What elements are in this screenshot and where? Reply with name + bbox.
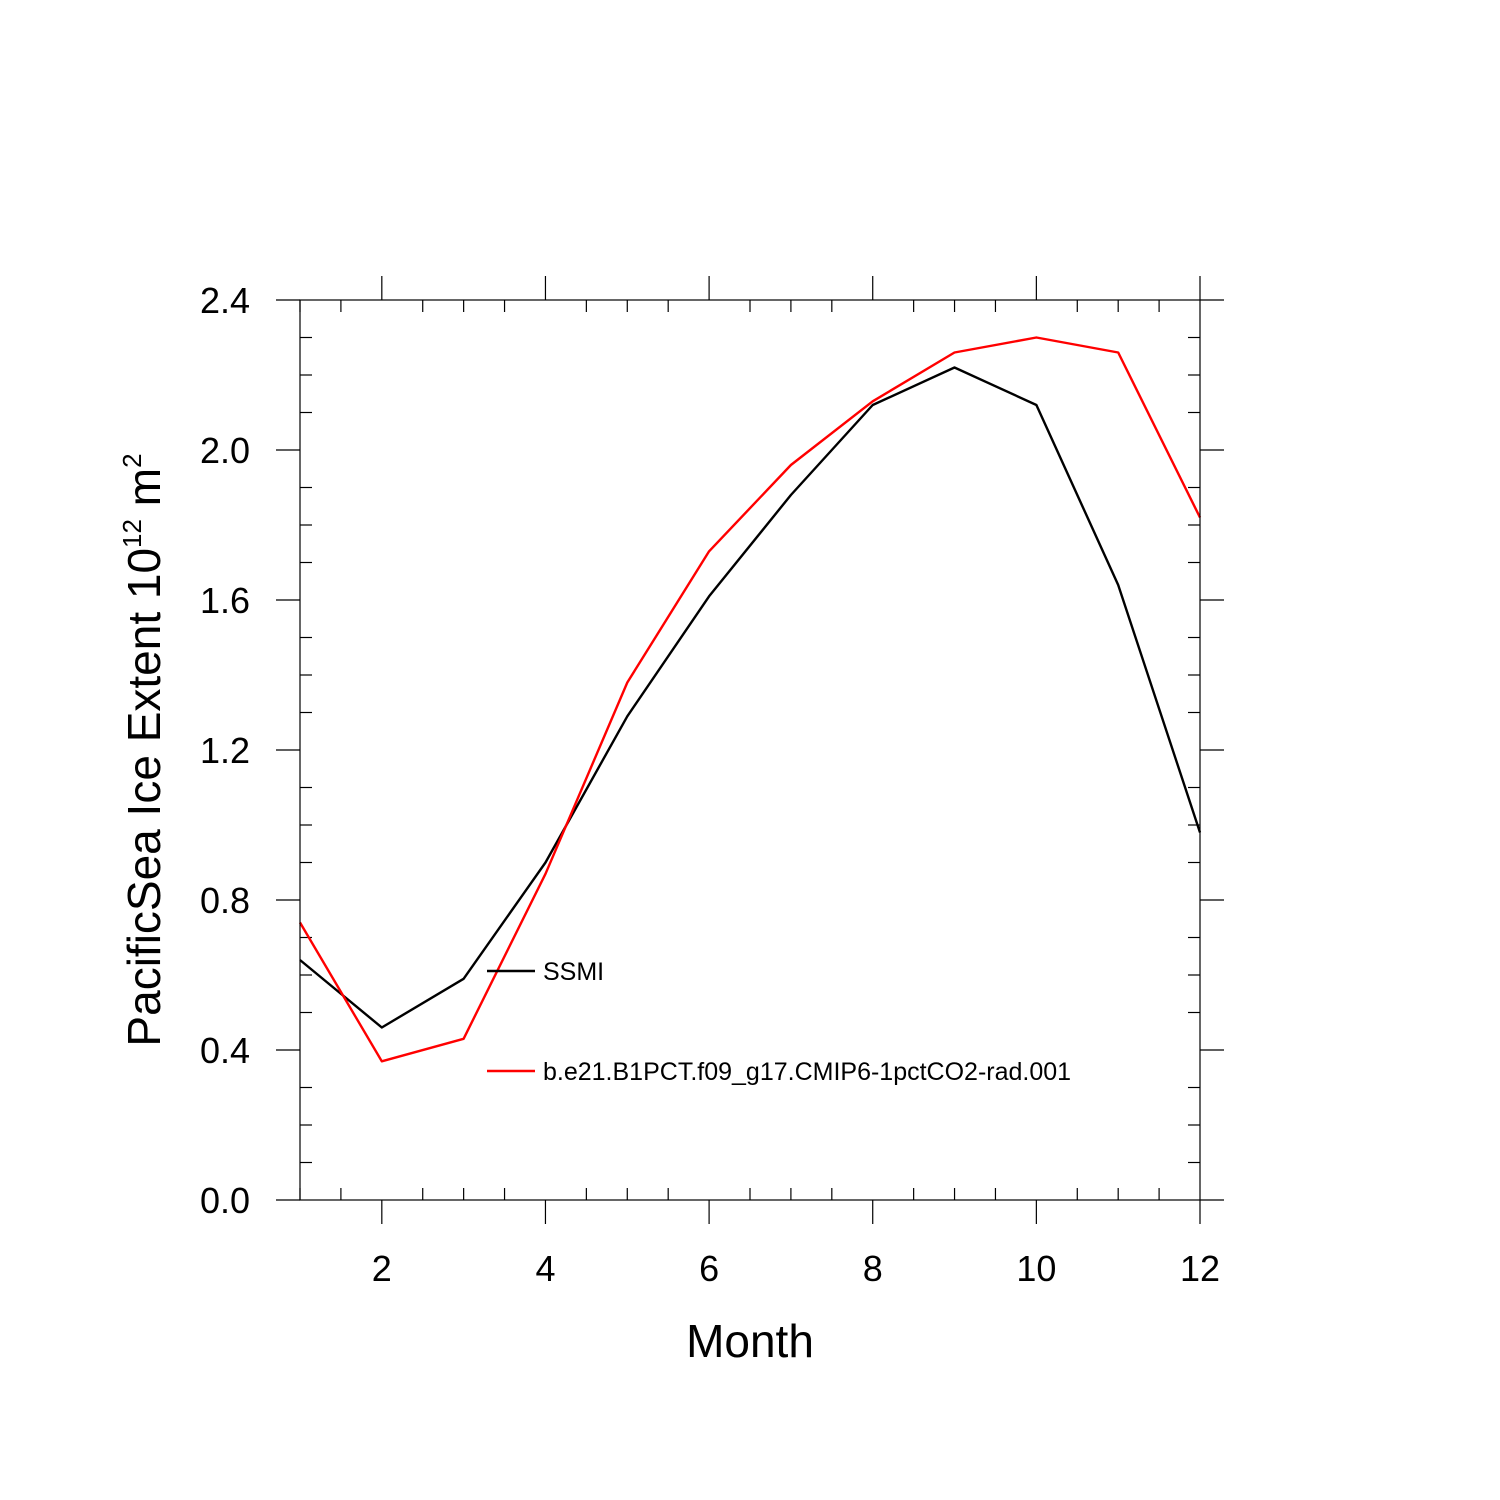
series-layer: [298, 336, 1202, 1063]
series-line-1: [299, 366, 1202, 1029]
tick-labels: 0.0 0.4 0.8 1.2 1.6 2.0 2.4 2 4 6 8 10 12: [200, 280, 1220, 1289]
x-tick-label: 2: [372, 1248, 392, 1289]
legend-label-1: SSMI: [543, 958, 604, 986]
legend: SSMI b.e21.B1PCT.f09_g17.CMIP6-1pctCO2-ra…: [487, 958, 1071, 1086]
y-tick-label: 1.6: [200, 580, 250, 621]
plot-frame: [299, 299, 1201, 1201]
x-tick-label: 8: [863, 1248, 883, 1289]
series-line-2: [298, 336, 1202, 1063]
x-tick-label: 12: [1180, 1248, 1220, 1289]
y-tick-label: 0.4: [200, 1030, 250, 1071]
x-tick-label: 4: [535, 1248, 555, 1289]
y-axis-title-exp1: 12: [117, 519, 147, 548]
y-axis-title-exp2: 2: [117, 453, 147, 467]
y-tick-label: 0.8: [200, 880, 250, 921]
y-axis-title-unit: m: [118, 468, 170, 519]
y-axis-title-main: PacificSea Ice Extent 10: [118, 548, 170, 1047]
y-tick-label: 0.0: [200, 1180, 250, 1221]
y-tick-label: 1.2: [200, 730, 250, 771]
x-tick-label: 10: [1016, 1248, 1056, 1289]
axis-ticks: [276, 276, 1224, 1224]
y-tick-label: 2.0: [200, 430, 250, 471]
x-tick-label: 6: [699, 1248, 719, 1289]
legend-label-2: b.e21.B1PCT.f09_g17.CMIP6-1pctCO2-rad.00…: [543, 1058, 1071, 1086]
y-tick-label: 2.4: [200, 280, 250, 321]
x-axis-title: Month: [686, 1315, 814, 1367]
y-axis-title: PacificSea Ice Extent 1012 m2: [117, 453, 170, 1046]
